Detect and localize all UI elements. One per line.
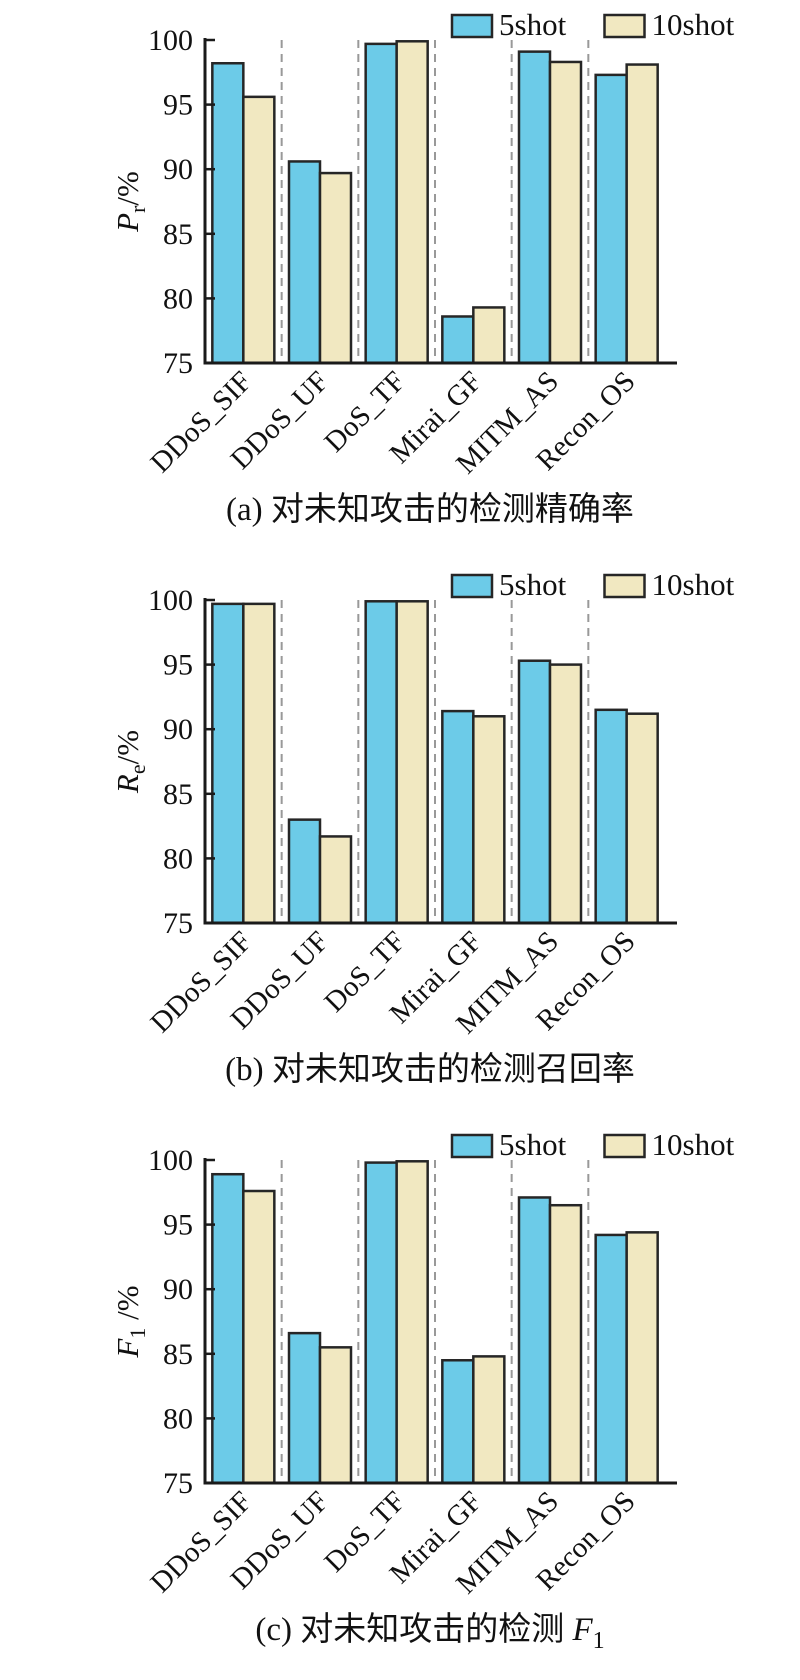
y-tick-label: 75 [163,907,193,940]
chart-caption: (a) 对未知攻击的检测精确率 [226,491,634,528]
y-tick-label: 90 [163,713,193,746]
bar-Recon_OS-5shot [594,1233,628,1485]
panel-precision-chart: 75 80 85 90 95 100 Pr/% DDoS_SIF DDoS_UF DoS_TF Mi… [0,0,800,560]
bar-Mirai_GF-10shot [472,306,506,365]
y-tick-label: 80 [163,842,193,875]
y-tick-label: 95 [163,649,193,682]
bar-DDoS_UF-10shot [318,835,353,925]
chart-caption: (b) 对未知攻击的检测召回率 [225,1051,635,1088]
bar-DoS_TF-10shot [395,1160,429,1485]
y-tick-label: 100 [148,1144,193,1177]
bar-Recon_OS-10shot [625,1231,659,1485]
bar-DDoS_UF-10shot [318,1346,353,1485]
bar-Mirai_GF-5shot [441,1359,475,1485]
panel-recall-chart: 75 80 85 90 95 100 Re/% DDoS_SIF DDoS_UF DoS_TF Mi… [0,560,800,1120]
legend-swatch-5shot [450,1133,494,1159]
y-tick-label: 95 [163,89,193,122]
legend-swatch-5shot [450,13,494,39]
y-tick-label: 90 [163,1273,193,1306]
y-axis-title: Re/% [110,730,150,794]
legend-label-10shot: 10shot [652,7,735,42]
bar-Mirai_GF-10shot [472,715,506,925]
legend-swatch-10shot [603,13,646,39]
y-tick-label: 85 [163,1338,193,1371]
y-tick-label: 95 [163,1209,193,1242]
y-tick-label: 75 [163,347,193,380]
bar-MITM_AS-10shot [548,60,583,365]
y-axis-title: Pr/% [110,171,150,233]
legend-label-10shot: 10shot [652,1127,735,1162]
bar-MITM_AS-5shot [517,659,552,925]
bar-DoS_TF-5shot [364,42,398,365]
bar-DDoS_SIF-5shot [211,602,245,925]
y-tick-label: 100 [148,584,193,617]
legend-label-5shot: 5shot [499,7,567,42]
bar-Mirai_GF-5shot [441,709,475,925]
chart-caption: (c) 对未知攻击的检测 F1 [255,1611,604,1654]
bar-Recon_OS-10shot [625,712,659,925]
legend-label-5shot: 5shot [499,1127,567,1162]
panel-f1-chart: 75 80 85 90 95 100 F1 /% DDoS_SIF DDoS_UF DoS_TF M… [0,1120,800,1680]
bar-DDoS_UF-5shot [287,1331,322,1485]
legend-swatch-10shot [603,573,646,599]
y-tick-label: 85 [163,218,193,251]
y-tick-label: 100 [148,24,193,57]
bar-Mirai_GF-5shot [441,315,475,365]
bar-DDoS_SIF-10shot [242,602,276,925]
legend-swatch-10shot [603,1133,646,1159]
y-tick-label: 85 [163,778,193,811]
bar-MITM_AS-5shot [517,50,552,365]
y-tick-label: 80 [163,282,193,315]
y-tick-label: 80 [163,1402,193,1435]
bar-MITM_AS-10shot [548,663,583,925]
bar-Mirai_GF-10shot [472,1355,506,1485]
legend-swatch-5shot [450,573,494,599]
bar-Recon_OS-5shot [594,73,628,365]
bar-DoS_TF-10shot [395,600,429,925]
bar-chart-precision: 7580859095100Pr/%DDoS_SIFDDoS_UFDoS_TFMi… [110,7,735,528]
bar-DDoS_UF-10shot [318,171,353,365]
legend-label-10shot: 10shot [652,567,735,602]
bar-MITM_AS-5shot [517,1196,552,1485]
y-tick-label: 75 [163,1467,193,1500]
bar-DDoS_SIF-5shot [211,62,245,365]
bar-DDoS_UF-5shot [287,160,322,365]
bar-DDoS_UF-5shot [287,818,322,925]
bar-Recon_OS-5shot [594,708,628,925]
bar-chart-recall: 7580859095100Re/%DDoS_SIFDDoS_UFDoS_TFMi… [110,567,735,1088]
bar-Recon_OS-10shot [625,63,659,365]
bar-DoS_TF-5shot [364,1161,398,1485]
bar-DDoS_SIF-5shot [211,1172,245,1485]
bar-MITM_AS-10shot [548,1203,583,1485]
bar-DDoS_SIF-10shot [242,95,276,365]
legend-label-5shot: 5shot [499,567,567,602]
y-tick-label: 90 [163,153,193,186]
bar-DDoS_SIF-10shot [242,1189,276,1485]
bar-DoS_TF-5shot [364,600,398,925]
y-axis-title: F1 /% [110,1285,150,1358]
bar-DoS_TF-10shot [395,40,429,365]
